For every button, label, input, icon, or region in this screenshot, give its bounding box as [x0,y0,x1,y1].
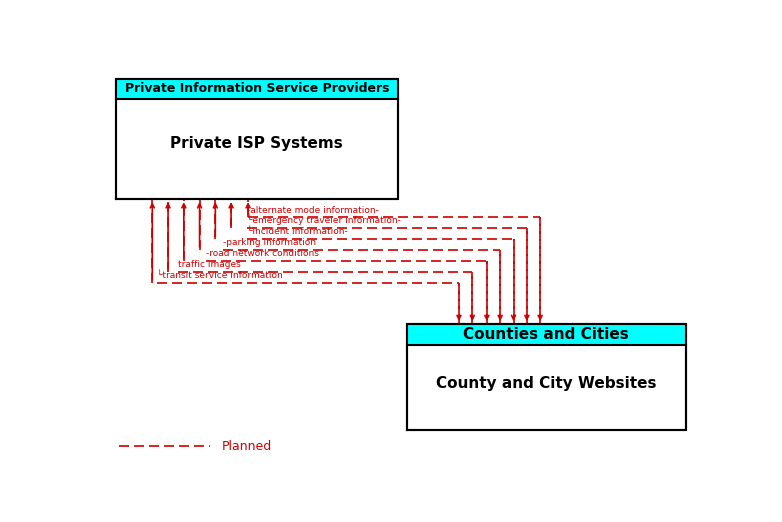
Bar [116,79,398,99]
Text: -parking information: -parking information [223,238,316,247]
Text: Private ISP Systems: Private ISP Systems [170,136,343,151]
Text: traffic images: traffic images [178,260,241,269]
Text: -alternate mode information-: -alternate mode information- [247,206,378,215]
Bar [407,324,686,431]
Bar [407,324,686,345]
Text: Counties and Cities: Counties and Cities [464,327,629,342]
Text: Planned: Planned [222,440,272,453]
Text: Private Information Service Providers: Private Information Service Providers [124,82,389,95]
Text: County and City Websites: County and City Websites [436,376,656,391]
Bar [116,79,398,199]
Text: └incident information-: └incident information- [247,227,347,236]
Text: └emergency traveler information-: └emergency traveler information- [247,215,400,226]
Text: └transit service information: └transit service information [157,271,283,280]
Text: -road network conditions: -road network conditions [206,249,318,258]
